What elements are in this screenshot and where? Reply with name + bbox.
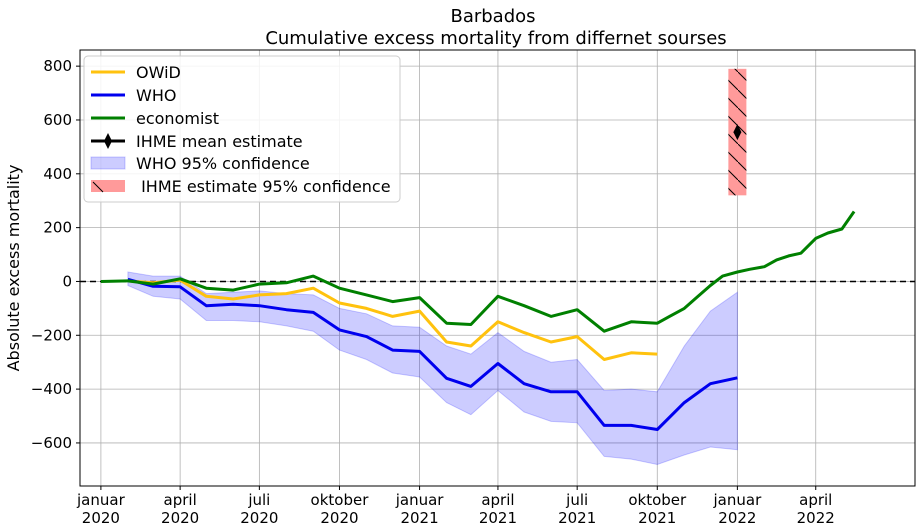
x-tick-label-month: oktober	[311, 491, 370, 509]
legend-who-ci-label: WHO 95% confidence	[136, 154, 310, 173]
x-tick-label-month: april	[799, 491, 832, 509]
chart-subtitle: Cumulative excess mortality from differn…	[265, 28, 726, 49]
x-tick-label-month: juli	[565, 491, 588, 509]
x-tick-label-month: juli	[247, 491, 270, 509]
x-tick-label-year: 2020	[82, 509, 120, 527]
legend-ihme-mean-label: IHME mean estimate	[136, 132, 303, 151]
x-tick-label-year: 2022	[797, 509, 835, 527]
legend-who-label: WHO	[136, 86, 176, 105]
x-tick-label-year: 2021	[558, 509, 596, 527]
x-tick-label-month: april	[164, 491, 197, 509]
x-tick-label-year: 2020	[320, 509, 358, 527]
x-tick-label-year: 2020	[161, 509, 199, 527]
y-tick-label: 0	[62, 272, 72, 290]
who-line	[127, 277, 738, 431]
x-tick-label-year: 2021	[400, 509, 438, 527]
y-tick-label: −400	[31, 380, 72, 398]
y-tick-label: 600	[43, 111, 72, 129]
legend-economist-label: economist	[136, 109, 219, 128]
legend-box	[83, 55, 401, 203]
y-tick-label: 800	[43, 57, 72, 75]
x-tick-label-year: 2022	[718, 509, 756, 527]
legend-who-ci-swatch	[90, 156, 126, 170]
legend-ihme-ci-swatch	[91, 180, 125, 192]
x-tick-label-year: 2020	[240, 509, 278, 527]
x-tick-label-month: januar	[713, 491, 763, 509]
legend-ihme-ci-label: IHME estimate 95% confidence	[136, 177, 391, 196]
x-tick-label-month: oktober	[628, 491, 687, 509]
chart-title: Barbados	[450, 6, 535, 27]
x-tick-label-year: 2021	[638, 509, 676, 527]
who-confidence-band	[127, 271, 738, 466]
legend: OWiD WHO economist IHME mean estimate WH…	[83, 55, 401, 203]
x-tick-label-year: 2021	[479, 509, 517, 527]
economist-line	[100, 210, 856, 333]
owid-line	[127, 278, 658, 361]
legend-ihme-mean-marker	[104, 133, 112, 149]
x-tick-label-month: januar	[395, 491, 445, 509]
ihme-mean-marker	[733, 124, 742, 141]
x-tick-label-month: januar	[76, 491, 126, 509]
legend-owid-label: OWiD	[136, 63, 181, 82]
legend-ihme-ci-hatch	[92, 181, 104, 193]
y-tick-label: 400	[43, 165, 72, 183]
y-tick-label: −600	[31, 434, 72, 452]
y-tick-label: 200	[43, 219, 72, 237]
x-tick-label-month: april	[481, 491, 514, 509]
plot-area	[80, 68, 915, 466]
y-axis-label: Absolute excess mortality	[4, 165, 23, 372]
y-tick-label: −200	[31, 326, 72, 344]
axis-ticks: −600−400−2000200400600800januar2020april…	[31, 57, 835, 527]
